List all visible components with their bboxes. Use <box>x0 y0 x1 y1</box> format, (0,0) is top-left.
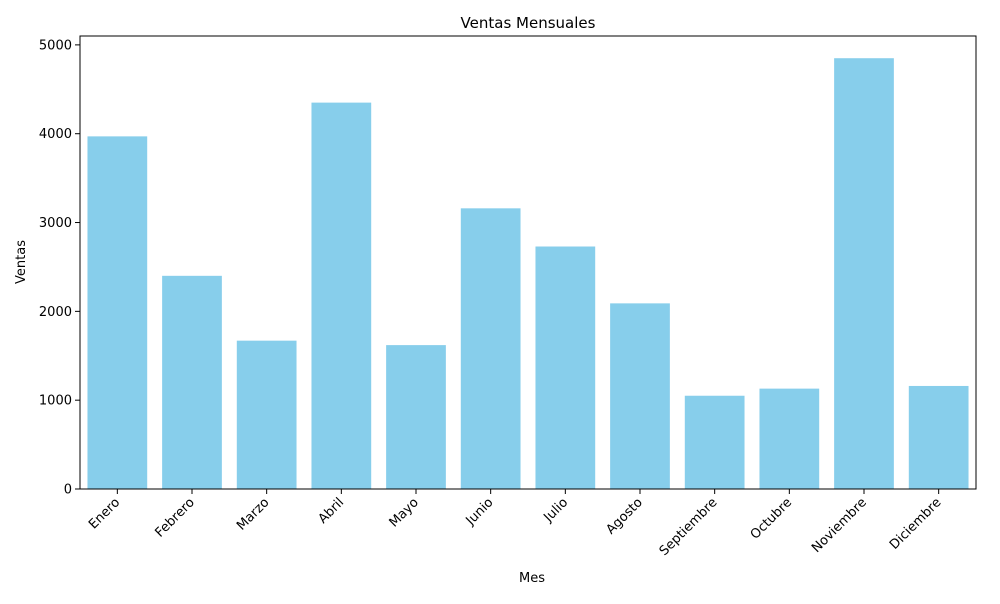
x-tick-label: Julio <box>541 495 572 526</box>
y-tick-label: 0 <box>64 483 72 498</box>
y-tick-label: 2000 <box>39 305 72 320</box>
y-tick-label: 4000 <box>39 127 72 142</box>
x-tick-label: Marzo <box>234 495 272 533</box>
bar-octubre <box>759 388 820 489</box>
x-tick-label: Agosto <box>603 495 645 537</box>
bars-layer <box>87 58 969 490</box>
bar-marzo <box>236 340 297 489</box>
y-tick-label: 1000 <box>39 394 72 409</box>
plot-frame <box>79 35 977 490</box>
x-tick-label: Mayo <box>387 495 422 530</box>
bar-abril <box>311 102 372 490</box>
y-axis-label: Ventas <box>14 240 29 284</box>
y-tick-label: 3000 <box>39 216 72 231</box>
bar-diciembre <box>908 385 969 489</box>
x-tick-label: Junio <box>463 495 497 529</box>
bar-junio <box>460 208 521 489</box>
bar-septiembre <box>684 395 745 489</box>
y-axis: 0 1000 2000 3000 4000 5000 <box>39 38 80 498</box>
x-axis-label: Mes <box>519 571 545 586</box>
x-axis: Enero Febrero Marzo Abril Mayo Junio Julio Agos… <box>86 489 944 559</box>
x-tick-label: Diciembre <box>887 495 945 553</box>
x-tick-label: Abril <box>316 495 348 527</box>
x-tick-label: Septiembre <box>657 495 721 559</box>
x-tick-label: Febrero <box>153 495 198 540</box>
bar-mayo <box>386 345 446 489</box>
x-tick-label: Enero <box>86 495 123 532</box>
bar-enero <box>87 136 148 489</box>
x-tick-label: Noviembre <box>809 495 870 556</box>
y-tick-label: 5000 <box>39 38 72 53</box>
bar-febrero <box>162 275 222 489</box>
bar-agosto <box>610 303 670 489</box>
x-tick-label: Octubre <box>748 495 795 542</box>
chart-title: Ventas Mensuales <box>461 14 596 32</box>
bar-julio <box>535 246 596 489</box>
bar-noviembre <box>834 58 894 490</box>
